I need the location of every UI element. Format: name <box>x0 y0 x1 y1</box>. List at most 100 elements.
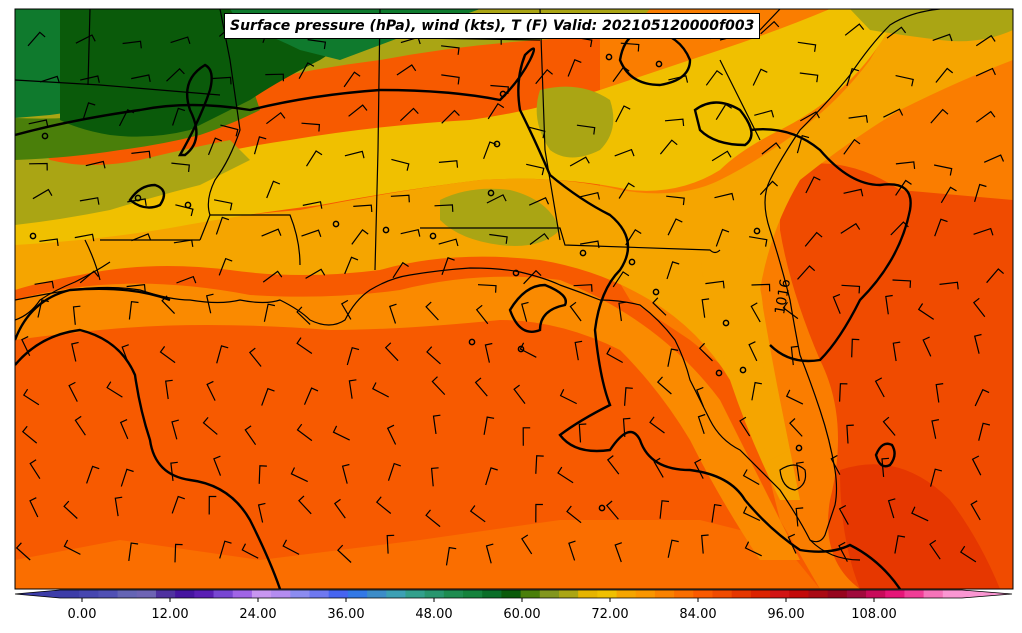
wind-barb <box>883 108 904 118</box>
wind-barb <box>605 500 619 520</box>
wind-barb <box>165 379 173 400</box>
colorbar-segment <box>789 590 810 598</box>
wind-barb <box>528 197 550 206</box>
wind-barb <box>618 182 635 199</box>
wind-barb <box>887 498 896 519</box>
wind-barb <box>522 427 531 446</box>
isobar-loop-east-small <box>693 101 753 147</box>
wind-barb <box>21 425 38 444</box>
wind-barb <box>606 455 620 475</box>
colorbar-segment <box>866 590 886 598</box>
calm-wind-circle <box>753 227 761 235</box>
wind-barb <box>705 69 723 86</box>
wind-barb <box>790 345 799 366</box>
wind-barb <box>22 388 40 406</box>
wind-barb <box>715 228 730 247</box>
colorbar-segment <box>712 590 733 598</box>
wind-barb <box>970 500 981 521</box>
wind-barb <box>122 40 142 49</box>
isobar-loop-north <box>177 63 213 157</box>
wind-barb <box>846 67 859 87</box>
wind-barb <box>63 539 81 555</box>
wind-barb <box>885 294 893 315</box>
colorbar-segment <box>271 590 291 598</box>
wind-barb <box>886 26 907 39</box>
calm-wind-circle <box>655 60 663 68</box>
wind-barb <box>301 229 322 237</box>
wind-barb <box>483 416 495 435</box>
wind-barb <box>620 42 640 52</box>
wind-barb <box>922 336 932 357</box>
wind-barb <box>934 218 948 237</box>
border-ms-west <box>207 9 241 216</box>
calm-wind-circle <box>715 369 723 377</box>
calm-wind-circle <box>579 249 587 257</box>
wind-barb <box>21 336 31 357</box>
wind-barb <box>975 34 996 47</box>
wind-barb <box>307 39 327 50</box>
wind-barb <box>74 233 95 242</box>
wind-barb <box>29 459 41 480</box>
wind-barb <box>843 138 861 155</box>
wind-barb <box>832 293 841 314</box>
colorbar-segment <box>482 590 502 598</box>
wind-barb <box>290 467 308 483</box>
wind-barb <box>974 388 990 407</box>
wind-barb <box>390 194 410 203</box>
wind-barb <box>714 192 735 201</box>
wind-barb <box>215 216 230 235</box>
colorbar-segment <box>424 590 445 598</box>
wind-barb <box>935 383 944 403</box>
wind-barb <box>340 299 352 320</box>
wind-barb <box>119 419 129 440</box>
wind-barb <box>387 462 401 481</box>
wind-barb <box>126 284 146 292</box>
wind-barb <box>171 495 185 514</box>
wind-barb <box>159 346 176 364</box>
wind-barb <box>566 505 582 524</box>
wind-barb <box>838 504 849 525</box>
wind-barb <box>296 423 313 442</box>
wind-barb <box>202 417 218 435</box>
wind-barb <box>71 341 79 362</box>
wind-barb <box>911 506 929 522</box>
wind-barb <box>800 111 820 122</box>
wind-barb <box>521 301 529 322</box>
calm-wind-circle <box>134 194 142 202</box>
wind-barb <box>930 468 943 487</box>
colorbar-segment <box>117 590 138 598</box>
wind-barb <box>895 75 914 87</box>
wind-barb <box>219 540 232 559</box>
calm-wind-circle <box>628 258 636 266</box>
colorbar-segment <box>367 590 387 598</box>
wind-barb <box>715 103 733 121</box>
colorbar-segment <box>405 590 426 598</box>
wind-barb <box>303 387 319 405</box>
wind-barb <box>391 158 410 171</box>
wind-barb <box>797 41 817 52</box>
wind-barb <box>796 461 804 482</box>
wind-barb <box>431 376 446 396</box>
colorbar-tick-label: 96.00 <box>767 607 805 622</box>
wind-barb <box>568 540 576 561</box>
wind-barb <box>85 160 106 169</box>
isobar-loop-nw <box>128 183 166 209</box>
colorbar-tick-label: 12.00 <box>151 607 189 622</box>
wind-barb <box>789 418 803 437</box>
wind-barb <box>244 425 257 446</box>
wind-barb <box>430 467 439 487</box>
wind-barb <box>844 23 865 36</box>
wind-barb <box>375 496 392 514</box>
colorbar-segment <box>539 590 560 598</box>
wind-barb <box>425 301 439 321</box>
colorbar-segment <box>501 590 522 598</box>
wind-barb <box>114 496 123 517</box>
wind-barb <box>34 280 55 289</box>
colorbar-segment <box>846 590 867 598</box>
wind-barb <box>170 36 191 44</box>
wind-barb <box>711 504 722 523</box>
colorbar-segment <box>520 590 541 598</box>
wind-barb <box>120 468 134 487</box>
colorbar-segment <box>98 590 119 598</box>
wind-barb <box>161 295 176 315</box>
